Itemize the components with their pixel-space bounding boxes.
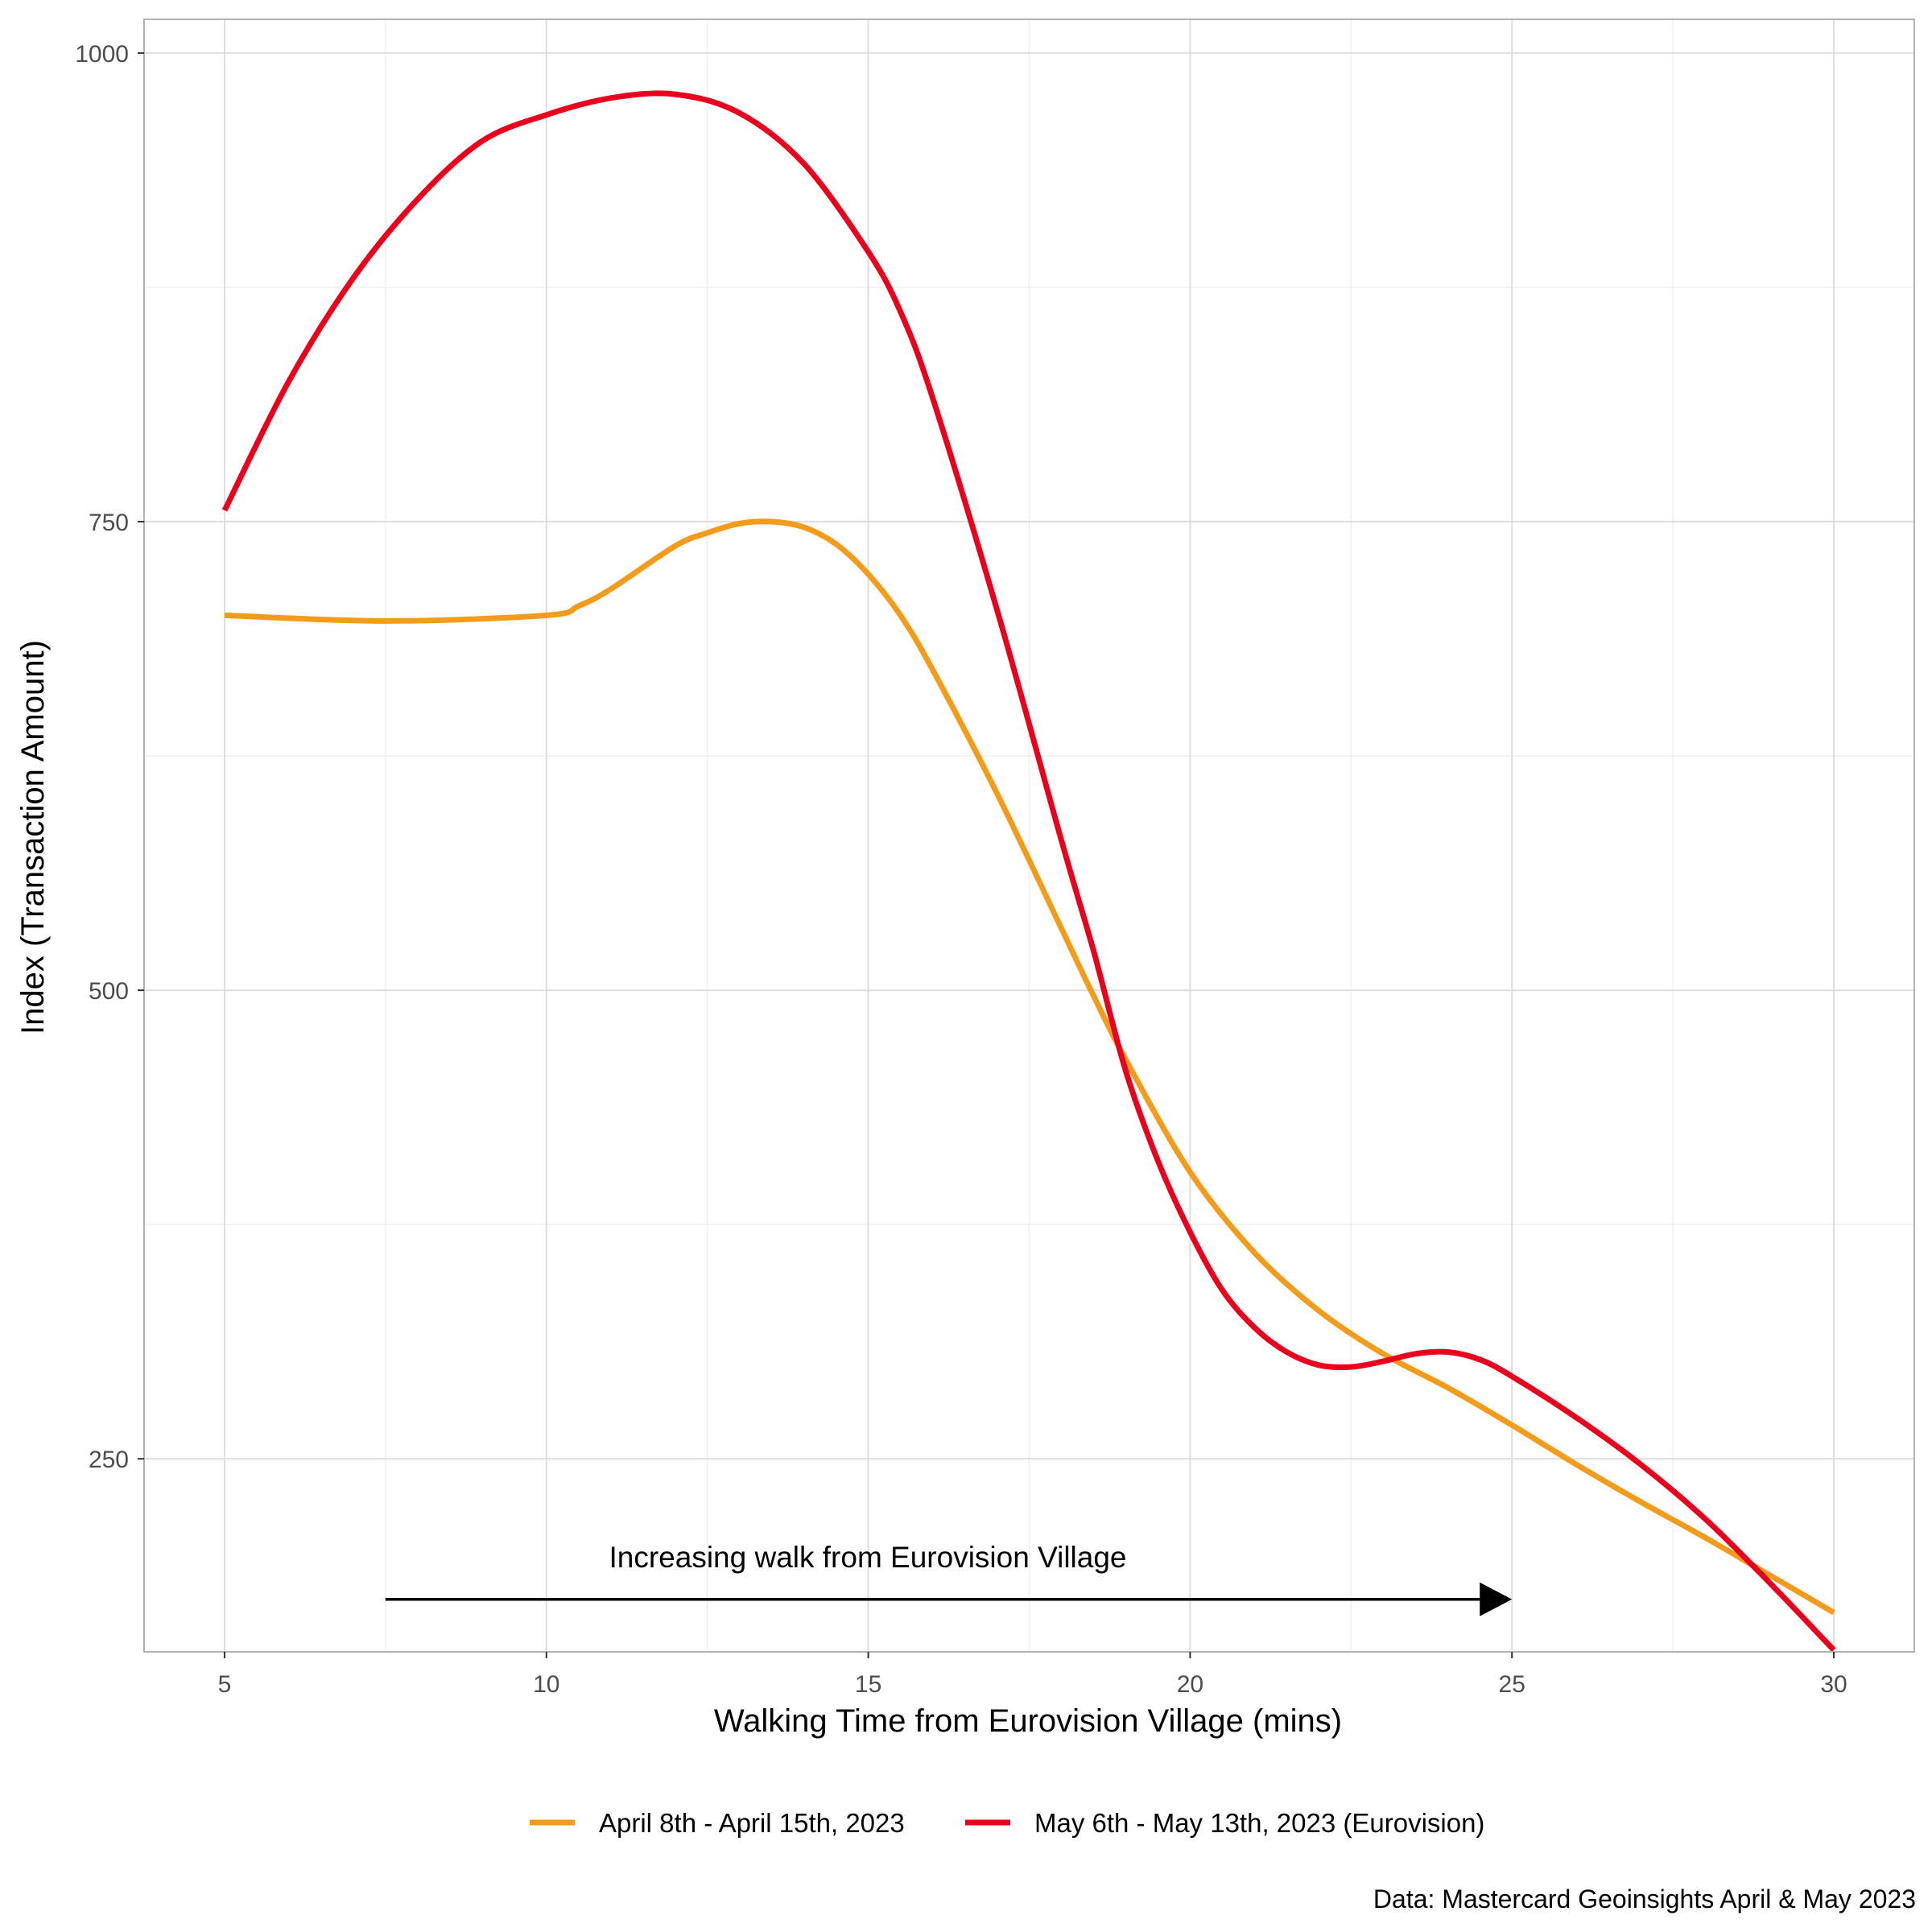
x-tick-label: 15 — [855, 1671, 881, 1698]
legend-label-may: May 6th - May 13th, 2023 (Eurovision) — [1034, 1808, 1484, 1838]
x-tick-label: 5 — [218, 1671, 232, 1698]
y-axis-title: Index (Transaction Amount) — [15, 640, 51, 1034]
minor-gridlines — [144, 19, 1914, 1652]
major-gridlines — [144, 19, 1914, 1652]
y-tick-label: 250 — [89, 1447, 129, 1473]
x-tick-label: 30 — [1820, 1671, 1847, 1698]
y-axis-ticks: 250 500 750 1000 — [75, 41, 144, 1473]
x-axis-title: Walking Time from Eurovision Village (mi… — [714, 1703, 1342, 1739]
plot-panel-border — [143, 19, 1915, 1653]
y-tick-label: 1000 — [75, 41, 129, 68]
annotation: Increasing walk from Eurovision Village — [385, 1541, 1513, 1616]
legend-label-april: April 8th - April 15th, 2023 — [599, 1808, 905, 1838]
legend: April 8th - April 15th, 2023 May 6th - M… — [530, 1808, 1484, 1838]
data-source-caption: Data: Mastercard Geoinsights April & May… — [1373, 1885, 1916, 1913]
series-line-april — [224, 518, 1835, 1616]
series-lines — [221, 90, 1836, 1653]
y-tick-label: 750 — [89, 510, 129, 536]
annotation-text: Increasing walk from Eurovision Village — [609, 1541, 1126, 1574]
x-tick-label: 25 — [1499, 1671, 1525, 1698]
x-tick-label: 10 — [533, 1671, 559, 1698]
y-tick-label: 500 — [89, 978, 129, 1005]
series-line-may — [221, 90, 1836, 1653]
annotation-arrow-head — [1480, 1582, 1513, 1616]
x-tick-label: 20 — [1177, 1671, 1203, 1698]
x-axis-ticks: 5 10 15 20 25 30 — [218, 1652, 1847, 1698]
